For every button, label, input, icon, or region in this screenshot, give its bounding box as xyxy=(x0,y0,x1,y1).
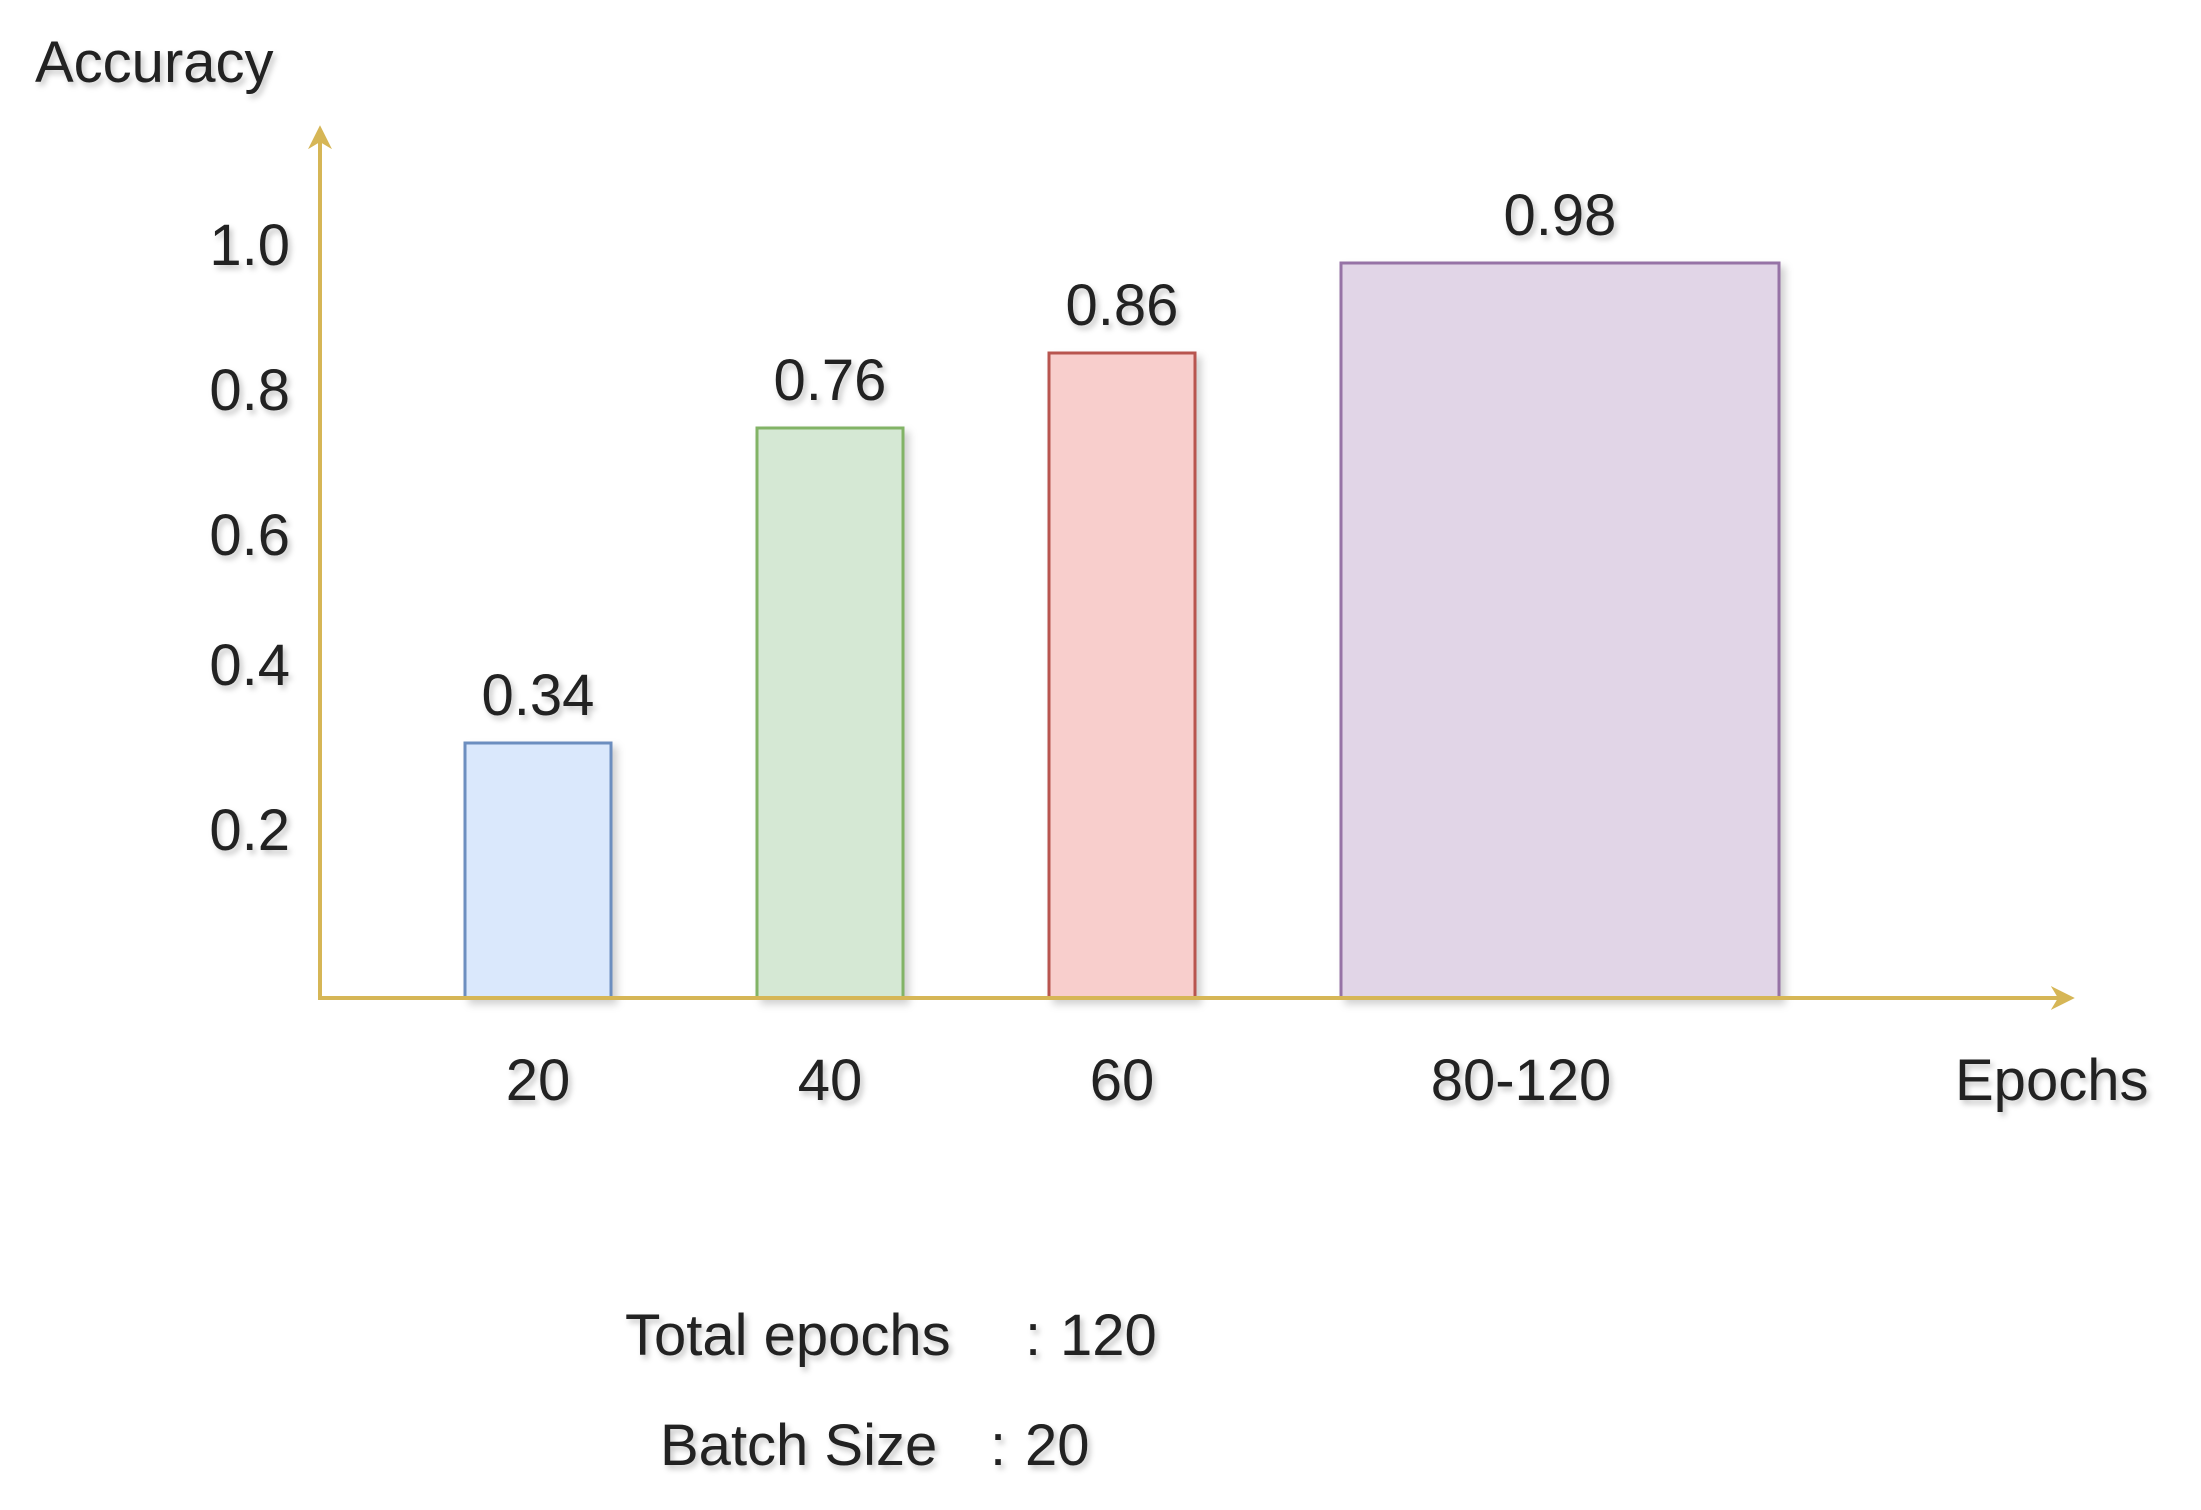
bar xyxy=(1047,351,1197,1000)
x-tick-label: 20 xyxy=(506,1048,571,1113)
bar xyxy=(463,741,613,1000)
value-label: 0.98 xyxy=(1504,183,1617,248)
bar xyxy=(755,426,905,1000)
y-tick-label: 0.4 xyxy=(209,633,290,698)
bar xyxy=(1339,261,1781,1000)
total-epochs-label: Total epochs xyxy=(625,1303,951,1368)
total-epochs-separator: : xyxy=(1025,1303,1041,1368)
y-tick-label: 0.8 xyxy=(209,358,290,423)
value-label: 0.86 xyxy=(1066,273,1179,338)
x-tick-label: 60 xyxy=(1090,1048,1155,1113)
x-tick-labels: 20 40 60 80-120 xyxy=(506,1048,1612,1113)
value-labels: 0.34 0.76 0.86 0.98 xyxy=(482,183,1617,728)
y-tick-labels: 1.0 0.8 0.6 0.4 0.2 xyxy=(209,213,290,863)
x-axis-title: Epochs xyxy=(1955,1048,2148,1113)
batch-size-value: 20 xyxy=(1025,1413,1090,1478)
total-epochs-value: 120 xyxy=(1060,1303,1157,1368)
value-label: 0.34 xyxy=(482,663,595,728)
bars xyxy=(463,261,1781,1000)
value-label: 0.76 xyxy=(774,348,887,413)
y-tick-label: 1.0 xyxy=(209,213,290,278)
x-tick-label: 80-120 xyxy=(1431,1048,1612,1113)
batch-size-label: Batch Size xyxy=(660,1413,937,1478)
y-tick-label: 0.2 xyxy=(209,798,290,863)
batch-size-separator: : xyxy=(990,1413,1006,1478)
x-tick-label: 40 xyxy=(798,1048,863,1113)
y-axis-title: Accuracy xyxy=(35,30,274,95)
y-tick-label: 0.6 xyxy=(209,503,290,568)
